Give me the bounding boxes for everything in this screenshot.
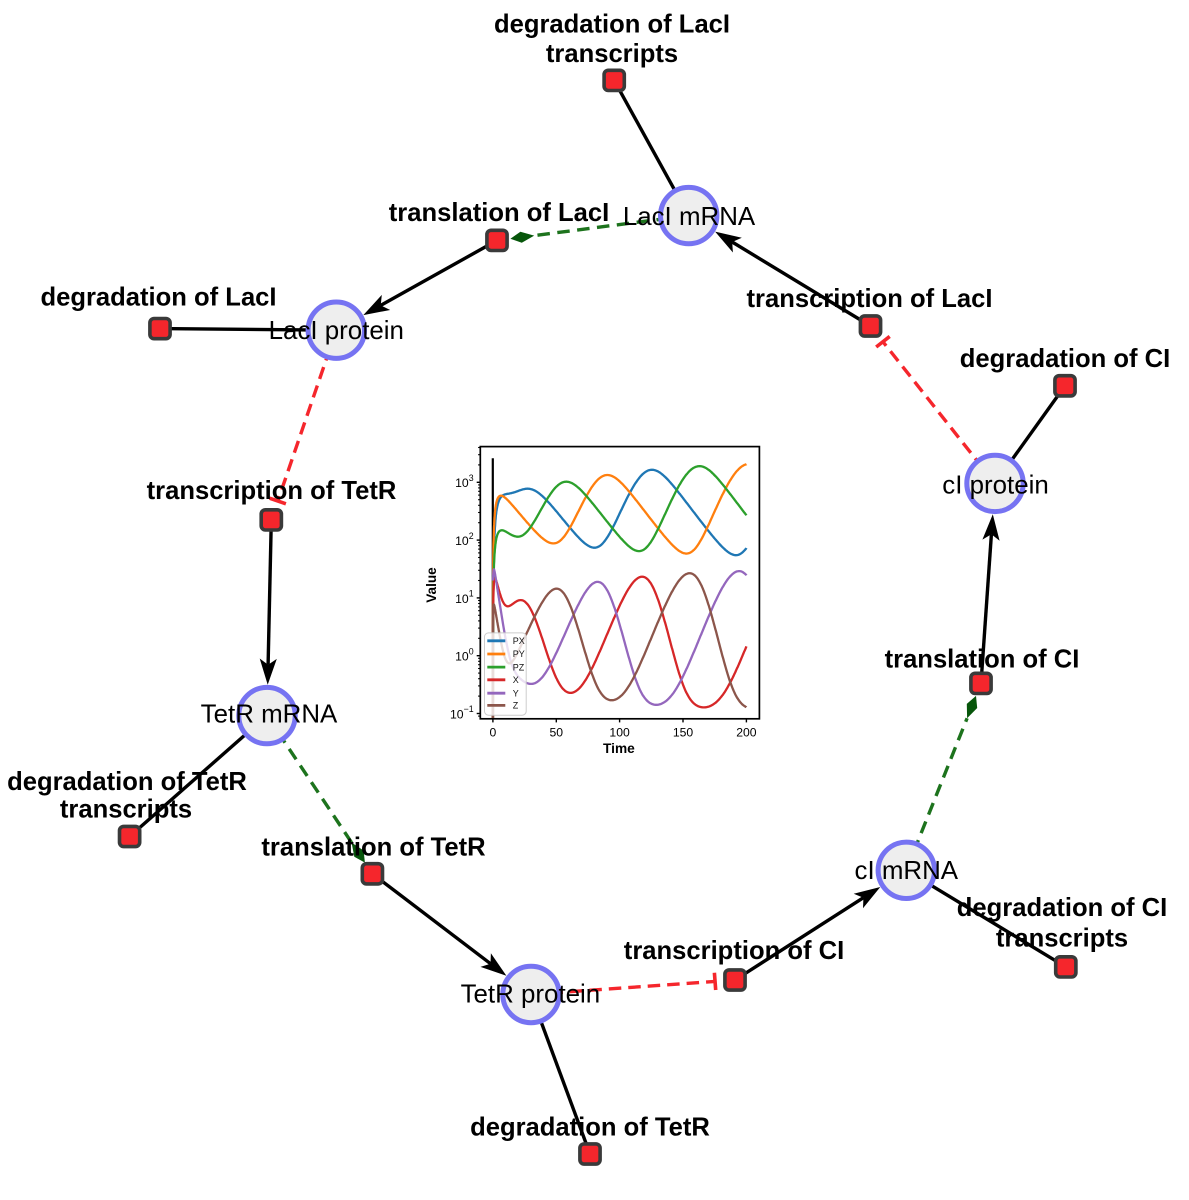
svg-text:TetR mRNA: TetR mRNA	[201, 700, 338, 728]
svg-text:50: 50	[550, 726, 564, 740]
svg-text:transcripts: transcripts	[996, 925, 1128, 953]
svg-text:PY: PY	[513, 649, 525, 659]
svg-text:cI protein: cI protein	[942, 471, 1049, 499]
svg-text:200: 200	[736, 726, 757, 740]
svg-text:transcription of LacI: transcription of LacI	[746, 285, 992, 313]
svg-text:PZ: PZ	[513, 662, 525, 672]
svg-text:Z: Z	[513, 701, 519, 711]
svg-text:cI mRNA: cI mRNA	[855, 857, 959, 885]
svg-text:Y: Y	[513, 688, 519, 698]
svg-text:100: 100	[609, 726, 630, 740]
svg-text:150: 150	[673, 726, 694, 740]
svg-text:X: X	[513, 675, 519, 685]
svg-text:transcripts: transcripts	[60, 796, 192, 824]
svg-text:transcripts: transcripts	[546, 40, 678, 68]
svg-text:translation of LacI: translation of LacI	[389, 199, 609, 227]
svg-text:LacI mRNA: LacI mRNA	[623, 203, 756, 231]
svg-text:LacI protein: LacI protein	[269, 317, 404, 345]
svg-text:degradation of TetR: degradation of TetR	[470, 1113, 710, 1141]
svg-text:degradation of LacI: degradation of LacI	[494, 11, 730, 39]
svg-text:transcription of TetR: transcription of TetR	[147, 477, 397, 505]
svg-text:0: 0	[490, 726, 497, 740]
svg-text:translation of TetR: translation of TetR	[261, 833, 485, 861]
svg-text:translation of CI: translation of CI	[885, 645, 1080, 673]
svg-text:degradation of LacI: degradation of LacI	[40, 284, 276, 312]
svg-text:TetR protein: TetR protein	[461, 980, 601, 1008]
svg-text:degradation of CI: degradation of CI	[957, 894, 1167, 922]
svg-text:degradation of CI: degradation of CI	[960, 345, 1170, 373]
svg-text:transcription of CI: transcription of CI	[624, 937, 844, 965]
svg-text:PX: PX	[513, 636, 525, 646]
svg-text:degradation of TetR: degradation of TetR	[7, 768, 247, 796]
svg-text:Time: Time	[603, 741, 635, 756]
svg-text:Value: Value	[424, 567, 439, 603]
